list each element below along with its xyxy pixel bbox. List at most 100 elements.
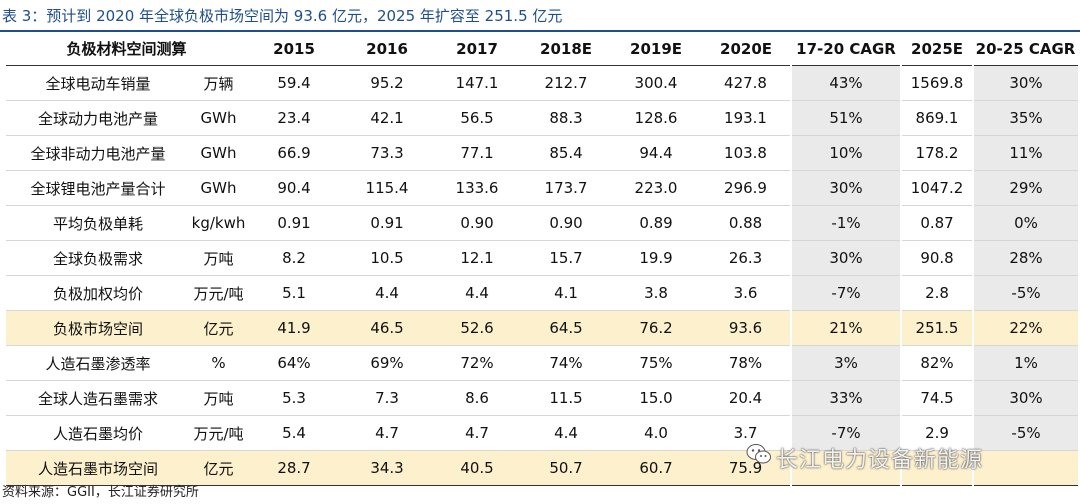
value-cell: 50.7 [521, 450, 612, 486]
value-cell: 10% [790, 135, 902, 171]
source-note: 资料来源：GGII，长江证券研究所 [2, 485, 199, 500]
value-cell: 193.1 [701, 100, 792, 136]
value-cell: 69% [341, 345, 434, 381]
value-cell: 35% [972, 100, 1079, 136]
value-cell: 147.1 [433, 65, 522, 101]
value-cell: 5.1 [247, 275, 342, 311]
value-cell: 1% [972, 345, 1079, 381]
value-cell: 29% [972, 170, 1079, 206]
value-cell: 60.7 [611, 450, 702, 486]
value-cell: 4.4 [433, 275, 522, 311]
value-cell: 78% [701, 345, 792, 381]
value-cell: 90.4 [247, 170, 342, 206]
value-cell: 34.3 [341, 450, 434, 486]
row-label: 全球锂电池产量合计 [6, 170, 190, 206]
value-cell: 128.6 [611, 100, 702, 136]
value-cell: 427.8 [701, 65, 792, 101]
value-cell: 42.1 [341, 100, 434, 136]
table-row: 负极加权均价 万元/吨 5.1 4.4 4.4 4.1 3.8 3.6 -7% 2.8 -5% [6, 275, 1079, 311]
row-label: 全球负极需求 [6, 240, 190, 276]
value-cell: 64% [247, 345, 342, 381]
value-cell: 75% [611, 345, 702, 381]
value-cell [790, 450, 902, 486]
value-cell: -1% [790, 205, 902, 241]
value-cell: 64.5 [521, 310, 612, 346]
value-cell: -5% [972, 275, 1079, 311]
value-cell: 0.89 [611, 205, 702, 241]
table-row: 人造石墨渗透率% 64% 69% 72% 74% 75% 78% 3% 82% 1% [6, 345, 1079, 381]
value-cell: 51% [790, 100, 902, 136]
table-row: 负极市场空间 亿元 41.9 46.5 52.6 64.5 76.2 93.6 21% 251.5… [6, 310, 1079, 346]
value-cell: 5.3 [247, 380, 342, 416]
table-row: 全球电动车销量 万辆 59.4 95.2 147.1 212.7 300.4 427.8 43%… [6, 65, 1079, 101]
row-unit: 万元/吨 [190, 415, 248, 451]
row-unit: % [190, 345, 248, 381]
header-cell: 2015 [247, 32, 342, 66]
row-unit: GWh [190, 100, 248, 136]
value-cell: 19.9 [611, 240, 702, 276]
row-unit: 亿元 [190, 310, 248, 346]
value-cell: 133.6 [433, 170, 522, 206]
row-unit: 万辆 [190, 65, 248, 101]
row-label: 全球电动车销量 [6, 65, 190, 101]
value-cell: 72% [433, 345, 522, 381]
value-cell: 12.1 [433, 240, 522, 276]
title-rule [0, 30, 1080, 32]
table-row: 人造石墨市场空间 亿元 28.7 34.3 40.5 50.7 60.7 75.9 [6, 450, 1079, 486]
value-cell: 94.4 [611, 135, 702, 171]
value-cell: 223.0 [611, 170, 702, 206]
value-cell: 2.9 [900, 415, 974, 451]
table-row: 人造石墨均价 万元/吨 5.4 4.7 4.7 4.4 4.0 3.7 -7% 2.9 -5% [6, 415, 1079, 451]
value-cell: 82% [900, 345, 974, 381]
value-cell: 869.1 [900, 100, 974, 136]
value-cell: 73.3 [341, 135, 434, 171]
value-cell: 52.6 [433, 310, 522, 346]
value-cell: 46.5 [341, 310, 434, 346]
value-cell: 74.5 [900, 380, 974, 416]
row-unit: kg/kwh [190, 205, 248, 241]
value-cell: 0.87 [900, 205, 974, 241]
value-cell: 90.8 [900, 240, 974, 276]
value-cell: 30% [790, 240, 902, 276]
value-cell: 22% [972, 310, 1079, 346]
row-label: 人造石墨市场空间 [6, 450, 190, 486]
value-cell: 74% [521, 345, 612, 381]
value-cell: 43% [790, 65, 902, 101]
value-cell: 3.6 [701, 275, 792, 311]
value-cell: 26.3 [701, 240, 792, 276]
value-cell: 28% [972, 240, 1079, 276]
value-cell: -7% [790, 275, 902, 311]
value-cell: 103.8 [701, 135, 792, 171]
value-cell: 2.8 [900, 275, 974, 311]
value-cell: 0.90 [521, 205, 612, 241]
row-unit: 万吨 [190, 240, 248, 276]
value-cell: 8.2 [247, 240, 342, 276]
data-table: 负极材料空间测算 2015 2016 2017 2018E 2019E 2020… [6, 32, 1079, 486]
value-cell: 0.90 [433, 205, 522, 241]
value-cell: 88.3 [521, 100, 612, 136]
row-label: 人造石墨均价 [6, 415, 190, 451]
value-cell [972, 450, 1079, 486]
table-row: 全球动力电池产量 GWh 23.4 42.1 56.5 88.3 128.6 193.1 51%… [6, 100, 1079, 136]
value-cell: 41.9 [247, 310, 342, 346]
row-label: 负极市场空间 [6, 310, 190, 346]
value-cell: 56.5 [433, 100, 522, 136]
header-cell: 负极材料空间测算 [6, 32, 248, 66]
row-unit: 万元/吨 [190, 275, 248, 311]
row-unit: 亿元 [190, 450, 248, 486]
value-cell: 33% [790, 380, 902, 416]
value-cell: 251.5 [900, 310, 974, 346]
value-cell: 11.5 [521, 380, 612, 416]
value-cell: -5% [972, 415, 1079, 451]
value-cell: 93.6 [701, 310, 792, 346]
wechat-icon [746, 444, 771, 464]
value-cell: 15.7 [521, 240, 612, 276]
value-cell: 77.1 [433, 135, 522, 171]
value-cell: 21% [790, 310, 902, 346]
value-cell: -7% [790, 415, 902, 451]
row-label: 负极加权均价 [6, 275, 190, 311]
value-cell: 1047.2 [900, 170, 974, 206]
table-title: 表 3：预计到 2020 年全球负极市场空间为 93.6 亿元，2025 年扩容… [2, 7, 563, 25]
value-cell: 3% [790, 345, 902, 381]
row-unit: GWh [190, 170, 248, 206]
